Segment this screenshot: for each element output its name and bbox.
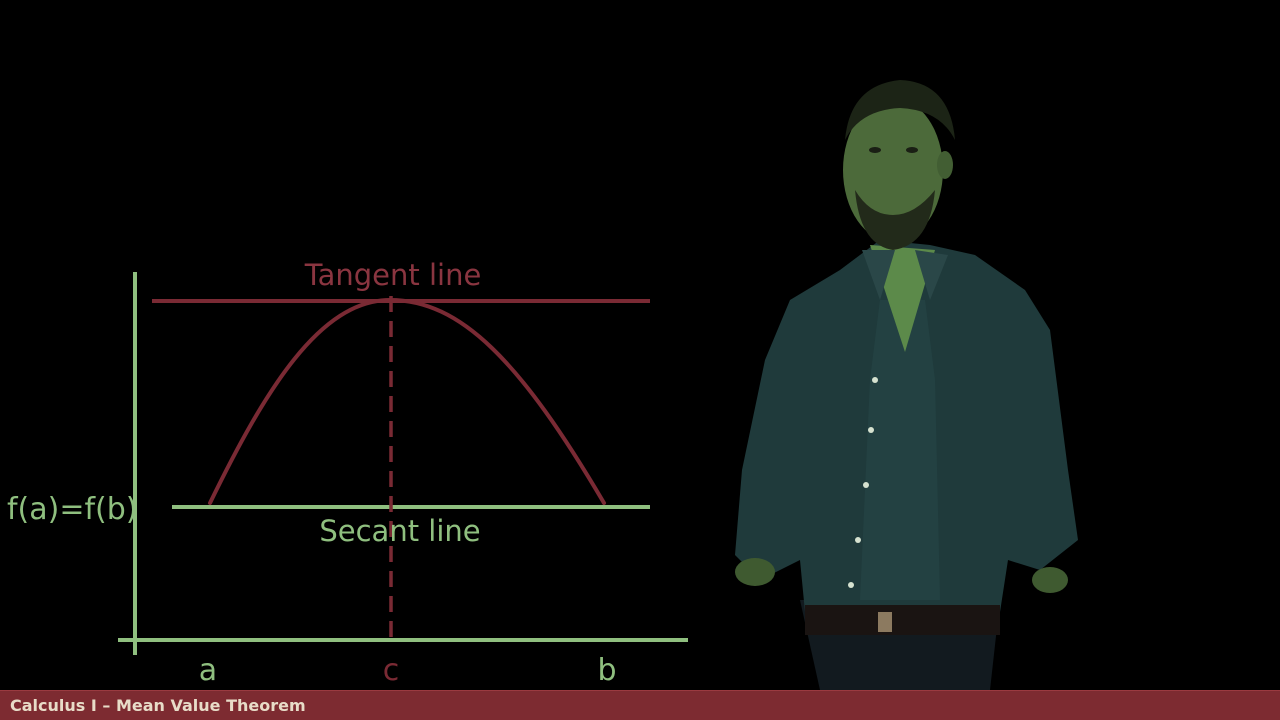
secant-line-label: Secant line <box>319 514 480 548</box>
presenter-photo <box>735 80 1078 690</box>
function-curve <box>208 297 606 505</box>
a-tick-label: a <box>199 653 217 688</box>
f-equal-label: f(a)=f(b) <box>7 492 138 527</box>
c-tick-label: c <box>383 653 400 688</box>
lower-third-banner: Calculus I – Mean Value Theorem <box>0 690 1280 720</box>
video-title: Calculus I – Mean Value Theorem <box>10 696 306 715</box>
tangent-line-label: Tangent line <box>304 258 482 292</box>
b-tick-label: b <box>597 653 616 688</box>
